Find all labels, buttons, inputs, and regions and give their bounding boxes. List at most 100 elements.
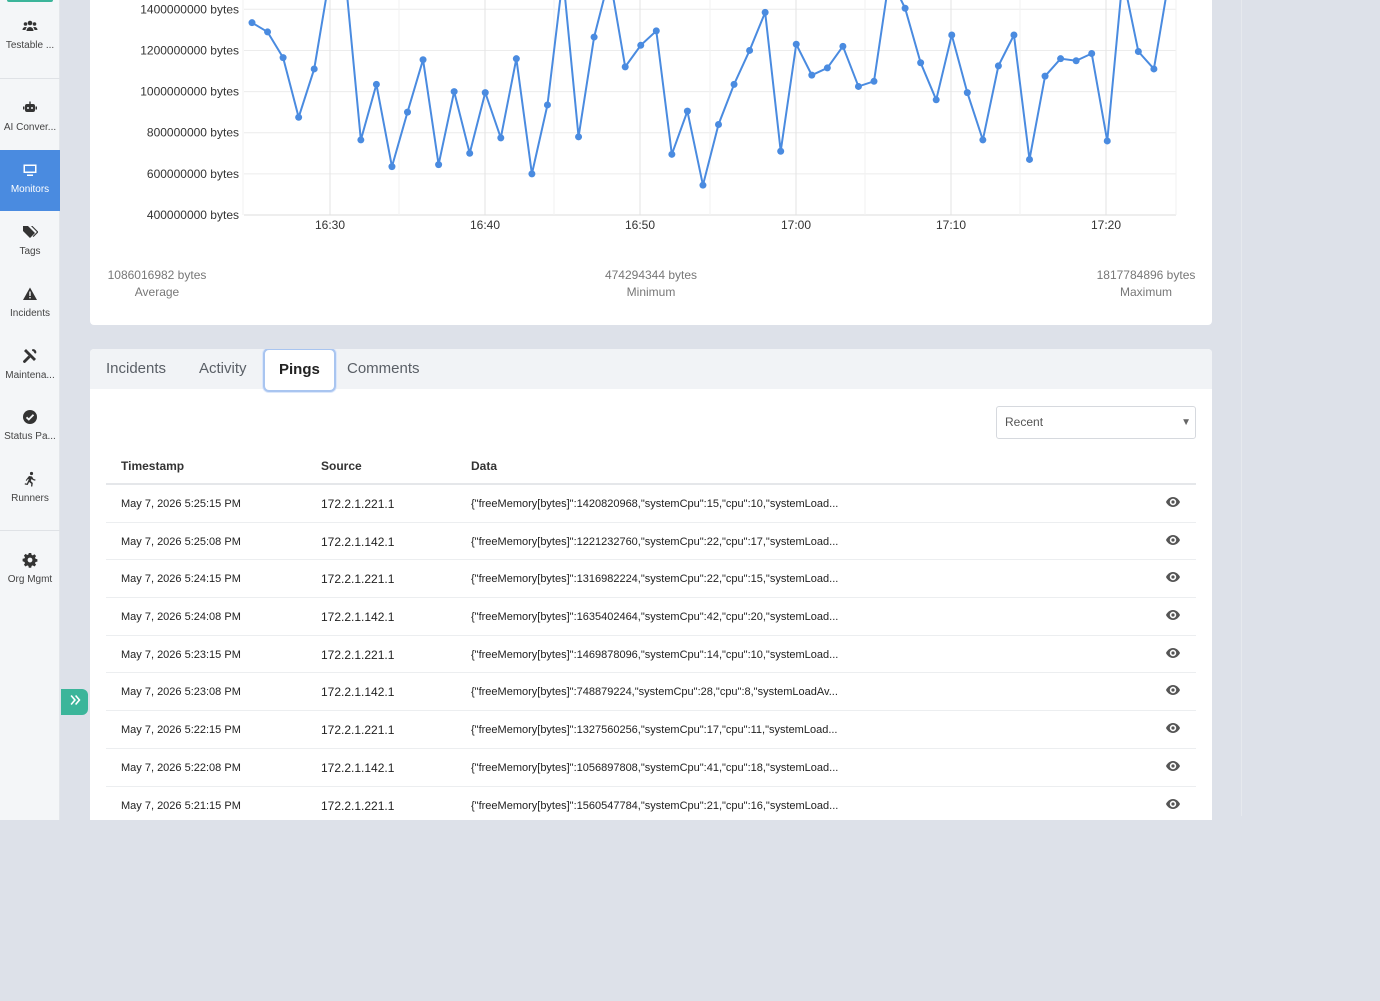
data-point	[1150, 65, 1158, 73]
y-tick-label: 1000000000 bytes	[140, 85, 239, 99]
table-row[interactable]: May 7, 2026 5:23:08 PM 172.2.1.142.1 {"fre…	[106, 673, 1196, 712]
ping-timestamp: May 7, 2026 5:25:15 PM	[121, 498, 241, 510]
data-point	[792, 40, 800, 48]
data-point	[839, 42, 847, 50]
table-row[interactable]: May 7, 2026 5:23:15 PM 172.2.1.221.1 {"fre…	[106, 636, 1196, 674]
data-point	[715, 120, 722, 128]
data-point	[357, 136, 365, 144]
data-point	[590, 33, 598, 41]
ping-timestamp: May 7, 2026 5:22:15 PM	[121, 724, 241, 737]
table-row[interactable]: May 7, 2026 5:25:08 PM 172.2.1.142.1 {"fre…	[106, 523, 1196, 561]
ping-filter-select[interactable]: Recent ▼	[996, 406, 1196, 439]
ping-source: 172.2.1.142.1	[321, 610, 395, 625]
view-eye-icon[interactable]	[1166, 685, 1180, 698]
stat-average-label: Average	[134, 285, 180, 299]
view-eye-icon[interactable]	[1166, 610, 1180, 623]
data-point	[1041, 72, 1049, 80]
double-chevron-right-icon	[69, 693, 81, 711]
ping-filter-value: Recent	[1005, 415, 1044, 429]
stat-maximum: 1817784896 bytes Maximum	[1092, 268, 1200, 299]
stat-minimum: 474294344 bytes Minimum	[600, 268, 702, 299]
data-point	[808, 71, 816, 79]
tab-incidents[interactable]: Incidents	[106, 360, 167, 377]
data-point	[575, 133, 583, 141]
tags-icon	[22, 224, 39, 240]
sidebar-item-ai-conversations[interactable]: AI Conver...	[0, 100, 60, 133]
view-eye-icon[interactable]	[1166, 723, 1180, 736]
data-point	[1103, 137, 1111, 145]
data-point	[963, 89, 971, 97]
sidebar-item-label: Testable ...	[5, 40, 55, 51]
data-point	[979, 136, 987, 144]
sidebar-item-label: Incidents	[9, 308, 51, 319]
ping-source: 172.2.1.142.1	[321, 534, 395, 549]
sidebar-item-status-pages[interactable]: Status Pa...	[0, 409, 60, 442]
data-point	[512, 55, 520, 63]
data-point	[652, 27, 660, 35]
table-row[interactable]: May 7, 2026 5:21:15 PM 172.2.1.221.1 {"fre…	[106, 787, 1196, 821]
data-point	[466, 149, 474, 157]
ping-timestamp: May 7, 2026 5:24:15 PM	[121, 573, 241, 586]
ping-data: {"freeMemory[bytes]":1056897808,"systemC…	[471, 761, 839, 774]
data-point	[481, 89, 489, 97]
robot-icon	[22, 100, 38, 116]
sidebar-item-tags[interactable]: Tags	[0, 224, 60, 257]
data-point	[248, 19, 256, 27]
table-row[interactable]: May 7, 2026 5:24:08 PM 172.2.1.142.1 {"fre…	[106, 598, 1196, 636]
ping-source: 172.2.1.142.1	[321, 685, 395, 700]
table-row[interactable]: May 7, 2026 5:24:15 PM 172.2.1.221.1 {"fre…	[106, 560, 1196, 599]
ping-source: 172.2.1.221.1	[321, 572, 395, 587]
view-eye-icon[interactable]	[1166, 534, 1180, 548]
data-point	[730, 80, 738, 88]
ping-data: {"freeMemory[bytes]":1635402464,"systemC…	[471, 611, 839, 624]
users-icon	[22, 18, 38, 34]
ping-data: {"freeMemory[bytes]":1420820968,"systemC…	[471, 498, 839, 510]
table-header: Timestamp Source Data	[106, 449, 1196, 485]
tab-comments[interactable]: Comments	[347, 360, 420, 377]
view-eye-icon[interactable]	[1166, 798, 1180, 812]
data-point	[310, 65, 318, 73]
data-point	[699, 181, 707, 189]
ping-data: {"freeMemory[bytes]":1327560256,"systemC…	[471, 724, 838, 737]
sidebar-item-label: Maintena...	[5, 370, 55, 381]
ping-data: {"freeMemory[bytes]":1316982224,"systemC…	[471, 573, 839, 586]
sidebar-item-label: Org Mgmt	[7, 574, 53, 585]
table-row[interactable]: May 7, 2026 5:25:15 PM 172.2.1.221.1 {"fre…	[106, 485, 1196, 523]
sidebar-item-runners[interactable]: Runners	[0, 471, 60, 504]
sidebar-item-org-mgmt[interactable]: Org Mgmt	[0, 552, 60, 585]
table-row[interactable]: May 7, 2026 5:22:08 PM 172.2.1.142.1 {"fre…	[106, 749, 1196, 787]
view-eye-icon[interactable]	[1166, 647, 1180, 661]
data-point	[1010, 31, 1018, 39]
sidebar-item-testable[interactable]: Testable ...	[0, 18, 60, 51]
ping-timestamp: May 7, 2026 5:23:15 PM	[121, 648, 241, 661]
series-line	[251, 0, 1167, 186]
x-tick-label: 16:30	[315, 218, 345, 232]
data-point	[761, 8, 769, 16]
data-point	[777, 147, 785, 155]
sidebar: Testable ... AI Conver... Monitors Tags …	[0, 0, 60, 820]
tab-activity[interactable]: Activity	[199, 360, 247, 377]
x-tick-label: 16:50	[625, 218, 655, 232]
stat-maximum-label: Maximum	[1119, 285, 1172, 299]
tab-pings[interactable]: Pings	[263, 349, 336, 392]
y-tick-label: 800000000 bytes	[147, 126, 239, 140]
sidebar-item-maintenance[interactable]: Maintena...	[0, 348, 60, 381]
stat-minimum-label: Minimum	[626, 285, 676, 299]
stat-average: 1086016982 bytes Average	[106, 268, 208, 299]
data-point	[683, 107, 691, 115]
sidebar-item-label: AI Conver...	[3, 122, 57, 133]
data-point	[435, 161, 443, 169]
pings-table: Timestamp Source Data May 7, 2026 5:25:1…	[106, 449, 1196, 820]
view-eye-icon[interactable]	[1166, 760, 1180, 774]
view-eye-icon[interactable]	[1166, 497, 1180, 510]
warning-icon	[22, 286, 38, 302]
expand-sidebar-button[interactable]	[61, 689, 88, 715]
table-row[interactable]: May 7, 2026 5:22:15 PM 172.2.1.221.1 {"fre…	[106, 711, 1196, 749]
ping-data: {"freeMemory[bytes]":748879224,"systemCp…	[471, 686, 838, 699]
sidebar-item-incidents[interactable]: Incidents	[0, 286, 60, 319]
sidebar-item-monitors[interactable]: Monitors	[0, 150, 60, 211]
view-eye-icon[interactable]	[1166, 572, 1180, 585]
data-point	[1072, 57, 1080, 65]
ping-data: {"freeMemory[bytes]":1560547784,"systemC…	[471, 799, 839, 812]
x-tick-label: 17:20	[1091, 218, 1121, 232]
